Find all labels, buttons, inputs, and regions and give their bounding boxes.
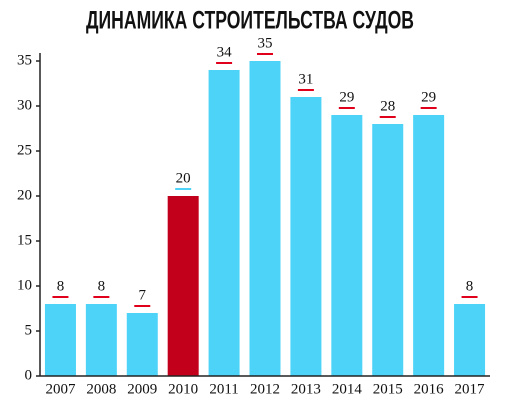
value-label: 29	[339, 89, 354, 105]
bar	[208, 70, 240, 376]
value-label: 29	[421, 89, 436, 105]
x-tick-label: 2014	[332, 381, 363, 397]
x-tick-label: 2010	[168, 381, 198, 397]
y-tick-label: 20	[17, 187, 32, 203]
bar	[126, 313, 158, 376]
bar	[85, 304, 117, 376]
value-label: 31	[298, 71, 313, 87]
x-tick-label: 2007	[45, 381, 76, 397]
value-label: 8	[98, 278, 106, 294]
bar	[249, 61, 281, 376]
value-label: 28	[380, 98, 395, 114]
value-label: 8	[466, 278, 474, 294]
y-tick-label: 25	[17, 142, 32, 158]
y-tick-label: 30	[17, 97, 32, 113]
value-label: 35	[258, 35, 273, 51]
x-tick-label: 2017	[455, 381, 486, 397]
x-tick-label: 2015	[373, 381, 403, 397]
x-tick-label: 2016	[414, 381, 445, 397]
bar	[372, 124, 404, 376]
bar	[331, 115, 363, 376]
bar	[413, 115, 445, 376]
chart-title: ДИНАМИКА СТРОИТЕЛЬСТВА СУДОВ	[86, 7, 414, 35]
y-tick-label: 5	[25, 322, 33, 338]
bar	[167, 196, 199, 376]
x-tick-label: 2012	[250, 381, 280, 397]
value-label: 7	[139, 287, 147, 303]
y-tick-label: 15	[17, 232, 32, 248]
y-tick-label: 35	[17, 52, 32, 68]
bar	[44, 304, 76, 376]
value-label: 8	[57, 278, 65, 294]
x-tick-label: 2013	[291, 381, 321, 397]
bar	[290, 97, 322, 376]
x-tick-label: 2011	[209, 381, 238, 397]
x-tick-label: 2008	[86, 381, 116, 397]
x-tick-label: 2009	[127, 381, 157, 397]
y-tick-label: 0	[25, 367, 33, 383]
y-tick-label: 10	[17, 277, 32, 293]
bar	[454, 304, 486, 376]
value-label: 34	[217, 44, 233, 60]
value-label: 20	[176, 170, 191, 186]
